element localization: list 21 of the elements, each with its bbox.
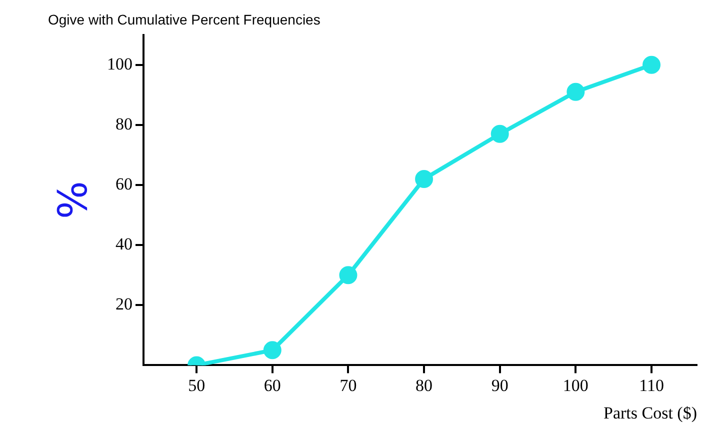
y-tick-label: 20 xyxy=(116,294,132,314)
x-tick-label: 80 xyxy=(416,376,433,395)
y-tick-label: 60 xyxy=(116,174,132,194)
x-tick-label: 60 xyxy=(264,376,281,395)
point xyxy=(642,56,661,74)
point xyxy=(490,124,509,143)
y-axis-title: % xyxy=(50,180,96,220)
x-tick-label: 70 xyxy=(340,376,357,395)
y-tick-label: 80 xyxy=(116,114,132,134)
x-tick-label: 100 xyxy=(562,376,588,395)
x-tick-label: 110 xyxy=(639,376,664,395)
y-tick-label: 40 xyxy=(116,234,132,254)
point xyxy=(339,266,358,284)
point xyxy=(566,82,585,101)
x-axis-title: Parts Cost ($) xyxy=(604,403,697,422)
x-tick-label: 90 xyxy=(491,376,508,395)
x-tick-label: 50 xyxy=(188,376,206,395)
point xyxy=(415,170,434,188)
chart-title: Ogive with Cumulative Percent Frequencies xyxy=(48,11,320,28)
y-tick-label: 100 xyxy=(107,54,132,74)
point xyxy=(263,341,282,360)
